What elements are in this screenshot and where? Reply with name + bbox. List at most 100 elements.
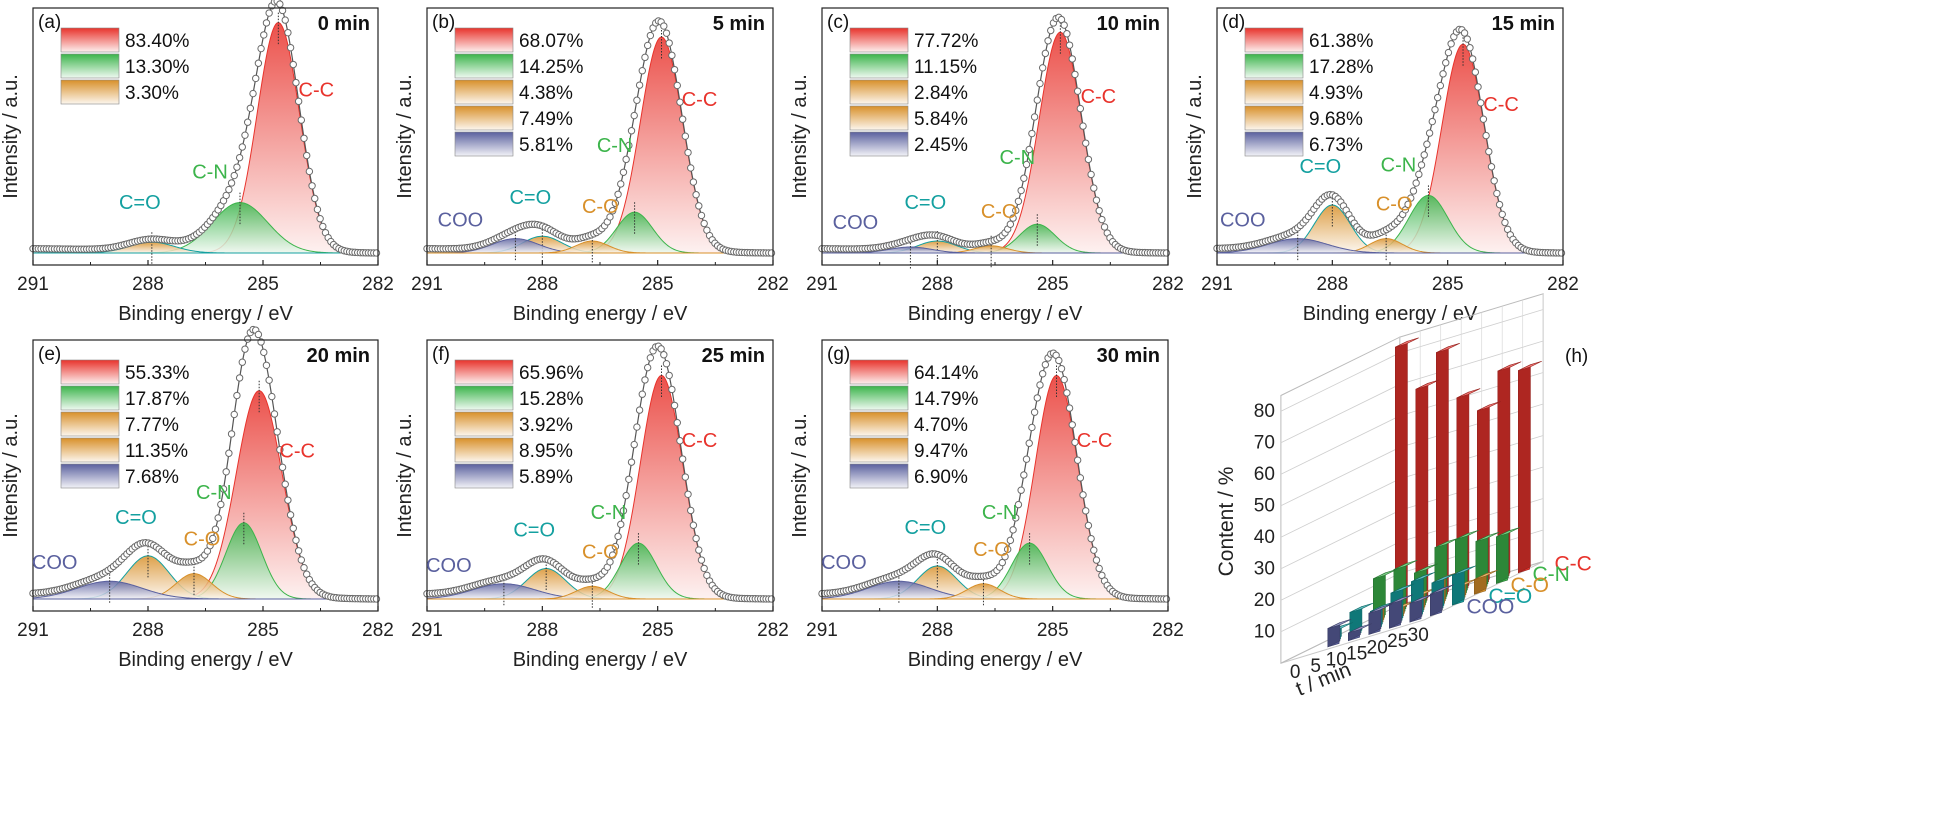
data-point [292, 536, 300, 544]
data-point [294, 97, 303, 106]
data-point [300, 134, 308, 142]
peak-label: C-C [682, 430, 718, 452]
legend-swatch-coo [454, 463, 514, 489]
x-axis-label: Binding energy / eV [118, 303, 293, 325]
data-point [1428, 117, 1436, 126]
z-tick-label: 40 [1254, 527, 1275, 548]
series-label: C-C [1554, 552, 1591, 575]
legend-percent: 2.84% [914, 83, 968, 104]
data-point [1073, 456, 1082, 464]
x-tick-label: 285 [642, 274, 674, 295]
data-point [1079, 491, 1087, 499]
data-point [286, 511, 295, 519]
legend-percent: 3.30% [125, 83, 179, 104]
data-point [1420, 151, 1428, 159]
legend-percent: 4.38% [519, 83, 573, 104]
data-point [262, 19, 271, 27]
data-point [998, 558, 1006, 567]
z-tick-label: 20 [1254, 590, 1275, 611]
data-point [281, 16, 289, 24]
peak-co [822, 583, 1168, 600]
data-point [1442, 59, 1450, 67]
data-point [622, 155, 630, 164]
data-point [665, 371, 673, 380]
y-axis-label: Intensity / a.u. [394, 413, 416, 538]
data-point [1409, 187, 1418, 195]
legend-percent: 17.87% [125, 389, 190, 410]
data-point [1017, 186, 1025, 195]
peak-label: C=O [513, 520, 555, 542]
peak-label: C-O [981, 201, 1018, 223]
data-point [1471, 68, 1480, 76]
legend-swatch-co [1244, 79, 1304, 105]
data-point [1415, 170, 1423, 179]
data-point [265, 9, 273, 17]
data-point [292, 78, 300, 87]
x-axis-label: Binding energy / eV [908, 649, 1083, 671]
data-point [767, 249, 776, 257]
data-point [1431, 105, 1439, 114]
x-tick-label: 288 [921, 620, 953, 641]
data-point [1030, 113, 1039, 121]
legend-swatch-cc [60, 359, 120, 385]
data-point [214, 514, 222, 522]
x-tick-label: 282 [1152, 274, 1184, 295]
legend-swatch-co [454, 79, 514, 105]
z-tick-label: 70 [1254, 433, 1275, 454]
data-point [241, 131, 249, 139]
legend-swatch-cn [454, 385, 514, 411]
bar-coo-25 [1409, 593, 1434, 623]
data-point [273, 428, 281, 436]
data-point [627, 127, 636, 135]
panel-letter: (g) [827, 344, 850, 365]
data-point [608, 207, 617, 215]
xps-panel-f: 291 288 285 282 Binding energy / eV Intensity… [394, 339, 789, 671]
legend-percent: 5.84% [914, 109, 968, 130]
data-point [689, 521, 698, 529]
x-tick-label: 288 [526, 620, 558, 641]
legend-percent: 7.49% [519, 109, 573, 130]
data-point [238, 143, 247, 151]
data-point [1017, 486, 1025, 494]
data-point [1038, 64, 1047, 72]
legend-percent: 3.92% [519, 415, 573, 436]
bar-coo-20 [1389, 594, 1413, 629]
x-tick-label: 285 [1037, 620, 1069, 641]
peak-label: C-N [192, 162, 228, 184]
legend-percent: 9.68% [1309, 109, 1363, 130]
bar-cc-30 [1518, 360, 1542, 574]
data-point [311, 194, 319, 203]
peak-label: C-C [279, 440, 315, 462]
legend-percent: 14.25% [519, 57, 584, 78]
x-tick-label: 291 [17, 274, 49, 295]
data-point [676, 437, 684, 445]
peak-label: C=O [904, 517, 946, 539]
data-point [1082, 507, 1090, 515]
x-tick-label: 282 [362, 620, 394, 641]
data-point [1022, 160, 1031, 169]
legend-percent: 7.77% [125, 415, 179, 436]
data-point [1095, 206, 1103, 215]
data-point [1100, 223, 1109, 231]
peak-label: COO [1220, 210, 1266, 232]
legend-swatch-co [849, 411, 909, 437]
x-axis-label: Binding energy / eV [1303, 303, 1478, 325]
peak-label: C-C [1483, 94, 1519, 116]
data-point [1084, 521, 1093, 530]
data-point [1425, 129, 1434, 137]
data-point [276, 446, 284, 454]
data-point [1055, 356, 1063, 365]
bar-cc-5 [1415, 379, 1440, 605]
data-point [630, 111, 638, 120]
data-point [1423, 140, 1431, 148]
peak-label: COO [438, 210, 484, 232]
peak-label: COO [821, 552, 867, 574]
legend-swatch-cc [454, 27, 514, 53]
legend-swatch-cc [1244, 27, 1304, 53]
legend-percent: 83.40% [125, 31, 190, 52]
data-point [1463, 35, 1471, 43]
data-point [1009, 214, 1017, 222]
data-point [662, 29, 671, 37]
data-point [633, 423, 641, 431]
panel-letter: (e) [38, 344, 61, 365]
